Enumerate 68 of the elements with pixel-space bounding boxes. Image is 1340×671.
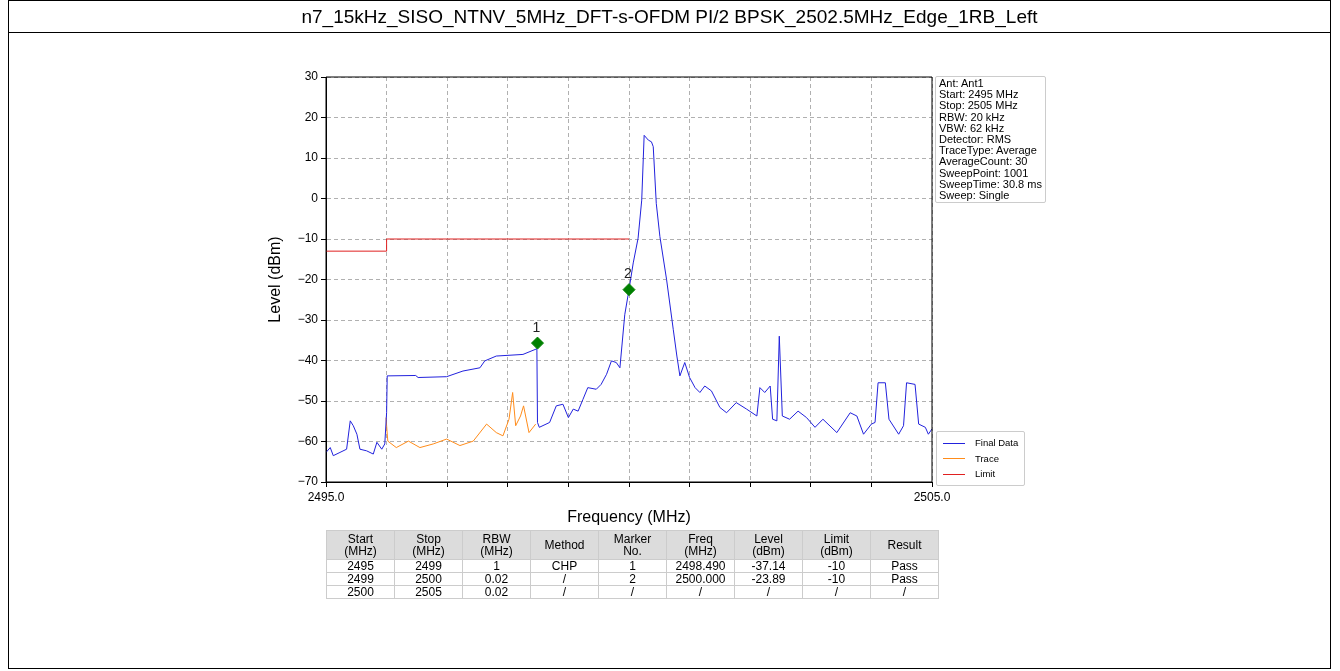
text: / (530, 585, 599, 599)
text: / (666, 585, 735, 599)
y-tick-label: 0 (311, 190, 319, 205)
text: Stop: 2505 MHz (939, 99, 1019, 112)
text: VBW: 62 kHz (939, 121, 1006, 135)
text: 2500 (394, 572, 463, 586)
text: 1 (598, 559, 667, 573)
legend-label: Limit (975, 468, 996, 479)
legend-label: Final Data (975, 437, 1019, 448)
category-label: Freq (MHz) (683, 532, 718, 558)
text: Sweep: Single (939, 189, 1011, 202)
text: 2499 (394, 559, 463, 573)
x-axis-title: Frequency (MHz) (567, 507, 691, 525)
text: 2505 (394, 585, 463, 599)
text: SweepTime: 30.8 ms (939, 177, 1042, 191)
text: -10 (802, 559, 871, 573)
category-label: Limit (dBm) (819, 532, 854, 558)
text: AverageCount: 30 (939, 155, 1028, 168)
x-tick-label: 2495.0 (307, 489, 345, 504)
text: 2500 (326, 585, 395, 599)
text: Detector: RMS (939, 133, 1013, 146)
text: 2 (598, 572, 667, 586)
category-label: Method (543, 538, 586, 552)
text: Ant: Ant1 (939, 77, 985, 90)
y-tick-label: 10 (304, 150, 319, 165)
text: RBW: 20 kHz (939, 110, 1006, 123)
y-axis-title: Level (dBm) (266, 236, 284, 323)
y-tick-label: 20 (304, 109, 319, 124)
category-label: Stop (MHz) (411, 532, 446, 558)
text: / (530, 572, 599, 586)
category-label: RBW (MHz) (479, 532, 514, 558)
y-tick-label: −10 (297, 231, 319, 246)
y-tick-label: −20 (297, 271, 319, 286)
text: Start: 2495 MHz (939, 88, 1020, 101)
y-tick-label: 30 (304, 69, 319, 84)
text: -10 (802, 572, 871, 586)
text: SweepPoint: 1001 (939, 166, 1030, 179)
text: / (870, 585, 939, 599)
text: -23.89 (734, 572, 803, 586)
chart-title: n7_15kHz_SISO_NTNV_5MHz_DFT-s-OFDM PI/2 BPSK_2502.5MHz_Edge_1RB_Left (8, 0, 1331, 33)
text: CHP (530, 559, 599, 573)
text: 0.02 (462, 572, 531, 586)
y-tick-label: −40 (297, 352, 319, 367)
text: 1 (462, 559, 531, 573)
text: 2500.000 (666, 572, 735, 586)
text: 2495 (326, 559, 395, 573)
y-tick-label: −70 (297, 474, 319, 489)
legend-label: Trace (975, 452, 999, 464)
y-tick-label: −60 (297, 433, 319, 448)
y-tick-label: −50 (297, 393, 319, 408)
text: Pass (870, 559, 939, 573)
text: TraceType: Average (939, 144, 1038, 157)
text: 0.02 (462, 585, 531, 599)
y-tick-label: −30 (297, 312, 319, 327)
text: -37.14 (734, 559, 803, 573)
annotation: 2 (624, 265, 633, 282)
category-label: Result (886, 538, 923, 552)
x-tick-label: 2505.0 (913, 489, 951, 504)
text: 2499 (326, 572, 395, 586)
text: Pass (870, 572, 939, 586)
text: / (734, 585, 803, 599)
category-label: Level (dBm) (751, 532, 786, 558)
text: / (802, 585, 871, 599)
text: / (598, 585, 667, 599)
category-label: Start (MHz) (343, 532, 378, 558)
text: 2498.490 (666, 559, 735, 573)
category-label: Marker No. (612, 532, 653, 558)
annotation: 1 (532, 318, 541, 335)
